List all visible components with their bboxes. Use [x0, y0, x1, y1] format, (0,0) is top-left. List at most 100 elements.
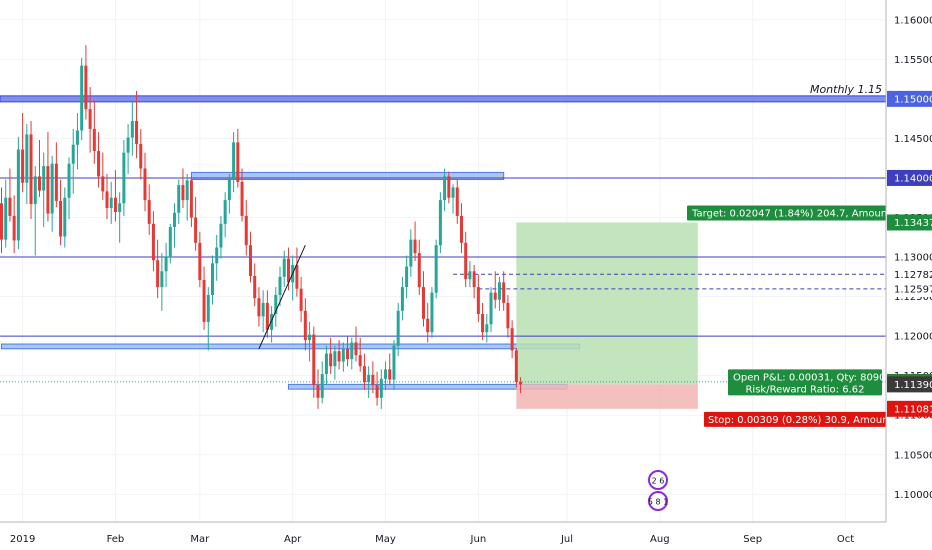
candle-body-17 — [71, 144, 75, 164]
candle-body-54 — [227, 179, 231, 201]
candle-body-60 — [253, 276, 257, 299]
zone-1 — [1, 343, 581, 350]
candle-body-46 — [194, 217, 198, 243]
candle-body-20 — [84, 65, 88, 110]
candle-body-79 — [333, 351, 337, 367]
level-label-0: Monthly 1.15 — [810, 83, 882, 96]
candle-body-85 — [358, 355, 362, 367]
candle-body-118 — [497, 282, 501, 300]
pnl-label: Open P&L: 0.00031, Qty: 80906 — [733, 372, 892, 383]
price-axis[interactable]: 1.160001.155001.150001.145001.140001.135… — [885, 0, 932, 550]
time-tick-8: Sep — [743, 534, 762, 545]
candle-body-93 — [392, 345, 396, 380]
price-tick-0: 1.16000 — [894, 15, 932, 26]
time-axis-bg — [0, 522, 932, 550]
candle-body-77 — [324, 353, 328, 375]
candle-body-58 — [244, 215, 248, 246]
price-tag-label-3: 1.13000 — [894, 253, 932, 264]
candle-body-108 — [455, 187, 459, 216]
candle-body-21 — [88, 109, 92, 129]
candle-body-3 — [12, 215, 16, 241]
price-tag-4 — [887, 266, 932, 283]
candle-body-88 — [371, 374, 375, 386]
candle-body-102 — [430, 292, 434, 333]
candle-body-100 — [422, 287, 425, 319]
candle-body-33 — [139, 143, 143, 169]
candle-body-32 — [135, 121, 139, 144]
candle-body-37 — [156, 260, 160, 288]
price-tag-2 — [887, 214, 932, 231]
long-position-tool[interactable] — [516, 222, 698, 409]
time-tick-4: May — [375, 534, 396, 545]
candle-body-74 — [312, 334, 316, 386]
candle-body-91 — [384, 369, 388, 379]
candle-body-116 — [489, 292, 493, 325]
price-tag-label-6: 1.12000 — [894, 332, 932, 343]
candle-body-70 — [295, 264, 299, 289]
candle-body-19 — [80, 65, 84, 131]
candle-body-38 — [160, 271, 164, 288]
candle-body-68 — [286, 258, 290, 283]
candle-body-48 — [202, 279, 206, 322]
candle-body-121 — [510, 328, 514, 351]
candle-body-98 — [413, 239, 417, 254]
candlestick-series — [0, 45, 523, 409]
time-axis[interactable]: 2019 Feb Mar Apr May Jun Jul Aug Sep Oct — [0, 521, 932, 550]
candle-body-45 — [189, 180, 193, 218]
event-badges[interactable]: 2 6 5 8 1 — [648, 470, 668, 511]
candle-body-112 — [472, 271, 476, 288]
candle-body-34 — [143, 168, 147, 201]
candle-body-59 — [248, 245, 252, 277]
price-tick-7: 1.12500 — [894, 292, 932, 303]
time-tick-5: Jun — [470, 534, 487, 545]
candle-body-66 — [278, 276, 282, 296]
candle-body-64 — [270, 313, 274, 330]
candle-body-5 — [21, 149, 25, 183]
candle-body-41 — [173, 212, 177, 227]
candle-body-10 — [42, 166, 46, 191]
candle-body-73 — [308, 334, 312, 341]
candle-body-30 — [126, 137, 130, 153]
candle-body-1 — [4, 197, 8, 240]
candle-body-18 — [75, 130, 79, 145]
time-tick-9: Oct — [837, 534, 854, 545]
candle-body-57 — [240, 181, 244, 216]
price-tag-label-2: 1.13437 — [894, 218, 932, 229]
candle-body-122 — [514, 350, 518, 383]
candle-body-51 — [215, 247, 219, 264]
candle-body-71 — [299, 288, 303, 311]
price-tick-12: 1.10000 — [894, 490, 932, 501]
candle-body-105 — [443, 176, 447, 201]
event-badge-label-0: 2 6 — [652, 477, 665, 486]
price-tick-1: 1.15500 — [894, 55, 932, 66]
candle-body-36 — [151, 223, 155, 261]
candle-body-97 — [409, 239, 413, 267]
candle-body-16 — [67, 163, 71, 198]
candle-body-11 — [46, 166, 50, 214]
candle-body-96 — [405, 266, 409, 288]
candle-body-110 — [464, 242, 468, 280]
candle-body-107 — [451, 187, 455, 198]
price-tag-label-0: 1.15000 — [894, 94, 932, 105]
candle-body-0 — [0, 203, 3, 240]
event-badge-label-1: 5 8 1 — [648, 498, 668, 507]
candle-body-27 — [113, 197, 117, 212]
price-tag-label-8: 1.11390 — [894, 380, 932, 391]
candle-body-81 — [341, 348, 345, 362]
candle-body-56 — [236, 142, 240, 182]
time-tick-2: Mar — [190, 534, 210, 545]
candle-body-6 — [25, 134, 29, 183]
candle-body-87 — [367, 374, 371, 383]
candle-body-72 — [303, 310, 307, 341]
candle-body-95 — [400, 287, 404, 311]
candle-body-53 — [223, 200, 227, 224]
price-tick-11: 1.10500 — [894, 450, 932, 461]
candle-body-101 — [426, 318, 430, 333]
candle-body-99 — [417, 253, 421, 288]
candle-body-35 — [147, 200, 151, 224]
time-tick-7: Aug — [650, 534, 670, 545]
candle-body-103 — [434, 245, 438, 293]
price-tag-8 — [887, 376, 932, 393]
